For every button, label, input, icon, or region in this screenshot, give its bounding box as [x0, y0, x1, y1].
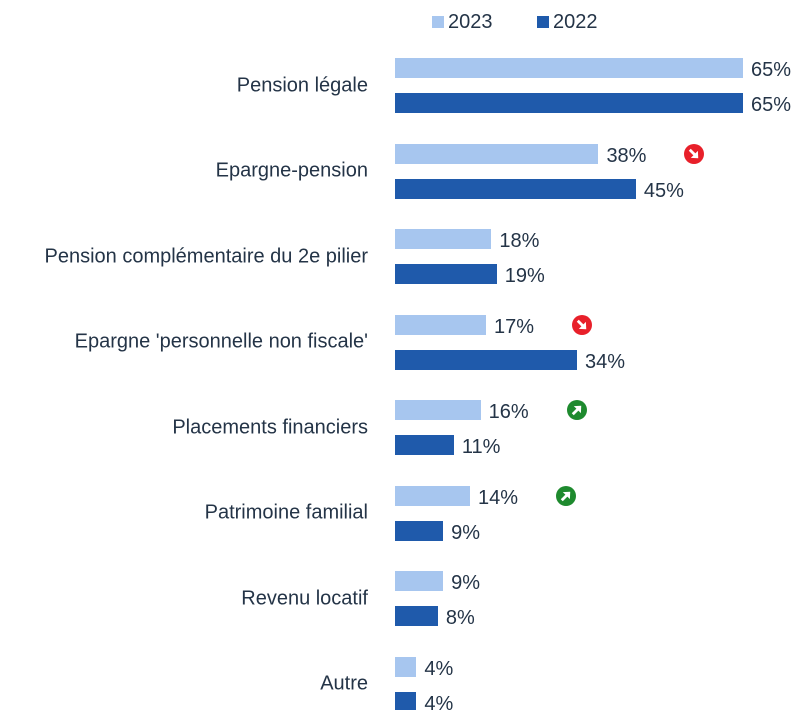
- value-label: 9%: [451, 521, 481, 544]
- value-label: 45%: [643, 179, 684, 202]
- trend-icon: [572, 314, 592, 335]
- trend-arrow: [566, 400, 587, 420]
- bar: [395, 606, 438, 626]
- value-label: 16%: [488, 401, 529, 423]
- value-label: 65%: [751, 59, 792, 81]
- bar: [395, 691, 417, 710]
- category-label: Epargne-pension: [215, 159, 368, 182]
- trend-arrow: [555, 485, 576, 506]
- category-label: Placements financiers: [172, 416, 368, 438]
- category-label: Pension complémentaire du 2e pilier: [44, 245, 368, 267]
- value-label: 9%: [451, 572, 481, 594]
- category-label: Pension légale: [236, 74, 368, 96]
- bar: [395, 435, 454, 455]
- value-label: 17%: [494, 315, 535, 338]
- bar: [395, 520, 444, 541]
- category-label: Autre: [320, 672, 368, 695]
- bar: [395, 314, 486, 335]
- bar: [395, 229, 492, 249]
- trend-arrow: [572, 314, 592, 335]
- value-label: 8%: [445, 607, 475, 629]
- bar: [395, 93, 743, 113]
- trend-icon: [566, 400, 587, 420]
- bar: [395, 485, 470, 506]
- bar: [395, 349, 578, 370]
- legend-swatch: [432, 16, 444, 28]
- bar: [395, 264, 497, 284]
- category-label: Epargne 'personnelle non fiscale': [74, 330, 368, 353]
- value-label: 14%: [477, 486, 518, 509]
- value-label: 11%: [461, 436, 501, 458]
- trend-icon: [684, 143, 705, 164]
- bar: [395, 571, 444, 591]
- value-label: 18%: [499, 230, 540, 252]
- bar: [395, 400, 481, 420]
- bar: [395, 58, 743, 78]
- legend-swatch: [537, 16, 549, 28]
- trend-icon: [555, 485, 576, 506]
- value-label: 38%: [606, 144, 647, 167]
- value-label: 65%: [751, 94, 792, 116]
- category-label: Revenu locatif: [241, 587, 368, 609]
- value-label: 34%: [585, 350, 626, 373]
- legend-label: 2022: [553, 11, 598, 33]
- value-label: 4%: [424, 692, 454, 710]
- legend-label: 2023: [448, 11, 493, 33]
- value-label: 19%: [504, 265, 545, 287]
- value-label: 4%: [424, 657, 454, 680]
- bar: [395, 143, 599, 164]
- category-label: Patrimoine familial: [204, 501, 368, 524]
- bar: [395, 656, 417, 677]
- bar: [395, 178, 636, 199]
- trend-arrow: [684, 143, 705, 164]
